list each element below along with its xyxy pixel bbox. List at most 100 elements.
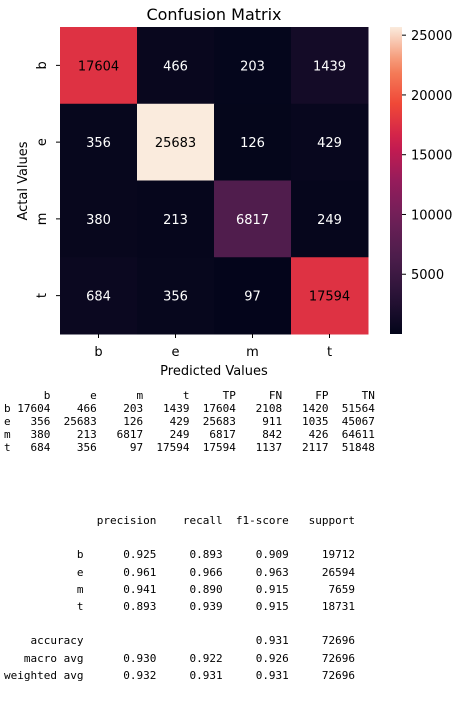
report-cell: 72696 <box>288 668 356 682</box>
cell-value-label: 429 <box>317 136 342 151</box>
report-row-label: weighted avg <box>4 668 84 682</box>
y-tick-label: t <box>35 293 50 298</box>
stats-cell: 203 <box>96 402 144 415</box>
heatmap-cell <box>60 257 138 335</box>
stats-cell: 17594 <box>143 441 190 454</box>
report-row-label: b <box>4 548 84 562</box>
cell-value-label: 6817 <box>236 213 269 228</box>
chart-title: Confusion Matrix <box>146 5 281 24</box>
report-row: b 0.925 0.893 0.909 19712 <box>4 548 355 561</box>
heatmap-cell <box>60 27 138 105</box>
colorbar <box>390 27 402 334</box>
stats-cell: 1035 <box>282 415 329 428</box>
y-tick-label: b <box>35 61 50 69</box>
classification-report: precision recall f1-score support b 0.92… <box>4 512 355 684</box>
stats-cell: 64611 <box>328 428 375 441</box>
x-tick-label: e <box>172 345 180 360</box>
stats-cell: 17604 <box>189 402 236 415</box>
report-cell: 0.931 <box>222 668 289 682</box>
report-summary-row: weighted avg 0.932 0.931 0.931 72696 <box>4 669 355 682</box>
heatmap-cells: 17604 466 203 1439 356 25683 126 429 380 213 6817 2… <box>60 27 369 335</box>
report-cell: 0.961 <box>83 565 157 579</box>
row-spacer <box>4 514 83 527</box>
cell-value-label: 684 <box>86 290 111 305</box>
stats-cell: 17604 <box>10 402 51 415</box>
stats-table: b e m t TP FN FP TN b 17604 466 203 1439… <box>4 389 375 454</box>
heatmap-cell <box>137 103 215 181</box>
stats-cell: 426 <box>282 428 329 441</box>
report-row-label: accuracy <box>4 634 84 648</box>
cell-value-label: 380 <box>86 213 111 228</box>
stats-row-label: m <box>4 428 11 441</box>
report-cell: 0.931 <box>156 668 223 682</box>
report-cell: 0.932 <box>83 668 157 682</box>
colorbar-tick-label: 15000 <box>411 149 452 164</box>
report-row: e 0.961 0.966 0.963 26594 <box>4 566 355 579</box>
report-cell <box>83 634 156 647</box>
stats-column-header: FP <box>282 389 329 402</box>
colorbar-tick-label: 10000 <box>411 208 452 223</box>
stats-row: m 380 213 6817 249 6817 842 426 64611 <box>4 428 375 441</box>
x-tick-label: m <box>246 345 259 360</box>
stats-cell: 6817 <box>96 428 144 441</box>
cell-value-label: 25683 <box>155 136 196 151</box>
report-row: m 0.941 0.890 0.915 7659 <box>4 583 355 596</box>
stats-cell: 126 <box>96 415 144 428</box>
confusion-matrix-heatmap: Confusion Matrix 17604 466 203 1439 356 25683… <box>16 5 452 379</box>
stats-cell: 1420 <box>282 402 329 415</box>
heatmap-cell <box>137 257 215 335</box>
stats-row-label: b <box>4 402 11 415</box>
stats-cell: 45067 <box>328 415 375 428</box>
colorbar-tick-label: 5000 <box>411 268 444 283</box>
heatmap-cell <box>291 257 369 335</box>
cell-value-label: 213 <box>163 213 188 228</box>
report-cell: 0.963 <box>222 565 289 579</box>
report-cell: 0.941 <box>83 582 157 596</box>
x-tick-label: t <box>327 345 332 360</box>
cell-value-label: 249 <box>317 213 342 228</box>
y-axis-ticks: b e m t <box>35 61 60 298</box>
report-row-label: e <box>4 565 84 579</box>
report-cell: 0.926 <box>222 651 289 665</box>
report-cell: 0.915 <box>222 582 289 596</box>
stats-row: t 684 356 97 17594 17594 1137 2117 51848 <box>4 441 375 454</box>
report-cell: 0.893 <box>83 600 157 614</box>
report-cell: 26594 <box>288 565 356 579</box>
y-tick-label: m <box>35 213 50 226</box>
report-cell <box>156 634 222 647</box>
heatmap-cell <box>60 103 138 181</box>
colorbar-tick-label: 20000 <box>411 89 452 104</box>
stats-cell: 51564 <box>328 402 375 415</box>
report-cell: 0.930 <box>83 651 157 665</box>
stats-header-row: b e m t TP FN FP TN <box>4 389 375 402</box>
report-column-header: precision <box>83 514 157 527</box>
cell-value-label: 1439 <box>313 59 346 74</box>
report-header-row: precision recall f1-score support <box>4 514 355 527</box>
stats-column-header: t <box>143 389 190 402</box>
colorbar-ticks: 5000 10000 15000 20000 25000 <box>402 29 452 283</box>
report-cell: 0.915 <box>222 600 289 614</box>
stats-row-label: t <box>4 441 11 454</box>
stats-cell: 2108 <box>235 402 283 415</box>
stats-row-label: e <box>4 415 11 428</box>
report-cell: 0.931 <box>222 634 289 648</box>
stats-cell: 429 <box>143 415 190 428</box>
stats-cell: 17594 <box>189 441 236 454</box>
stats-cell: 51848 <box>328 441 375 454</box>
stats-cell: 1137 <box>235 441 283 454</box>
report-row-label: t <box>4 600 84 614</box>
stats-cell: 249 <box>143 428 190 441</box>
report-summary-row: accuracy 0.931 72696 <box>4 634 355 647</box>
stats-cell: 356 <box>10 415 51 428</box>
report-column-header: recall <box>156 514 223 527</box>
stats-cell: 356 <box>50 441 97 454</box>
heatmap-cell <box>137 180 215 258</box>
report-column-header: support <box>288 514 356 527</box>
heatmap-cell <box>214 27 292 105</box>
stats-column-header: b <box>10 389 51 402</box>
report-row: t 0.893 0.939 0.915 18731 <box>4 600 355 613</box>
stats-cell: 2117 <box>282 441 329 454</box>
heatmap-cell <box>214 180 292 258</box>
cell-value-label: 203 <box>240 59 265 74</box>
